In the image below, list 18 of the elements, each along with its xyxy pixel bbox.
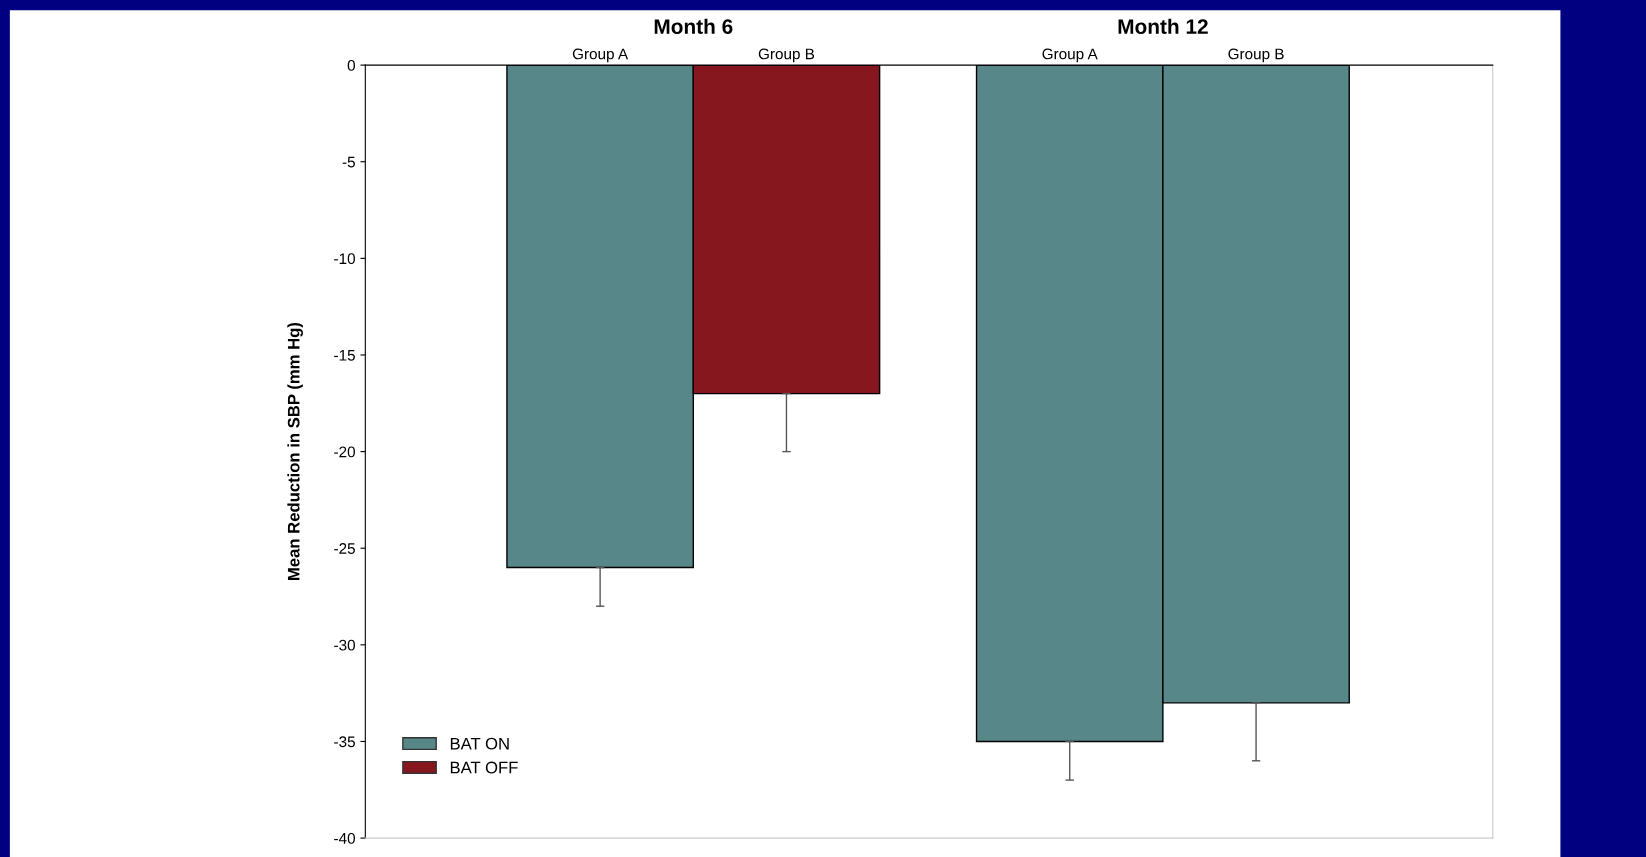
y-tick-label: -5 [342,156,355,168]
text: Month 12 [1118,18,1208,34]
legend-label: BAT OFF [450,761,518,774]
x-tick-label: Group B [758,48,815,63]
y-tick-label: -35 [334,736,355,748]
y-tick-label: -10 [334,253,355,265]
x-tick-label: Group A [572,48,629,63]
y-tick-label: -20 [334,446,355,458]
text: Month 6 [654,18,733,34]
y-tick-label: -40 [334,832,355,844]
y-tick-label: -15 [334,350,355,361]
y-tick-label: 0 [347,59,355,71]
y-tick-label: -30 [334,639,355,651]
x-tick-label: Group B [1228,48,1284,63]
x-tick-label: Group A [1042,48,1098,63]
y-tick-label: -25 [334,543,355,554]
legend-label: BAT ON [450,737,509,750]
y-axis-title: Mean Reduction in SBP (mm Hg) [287,322,303,580]
